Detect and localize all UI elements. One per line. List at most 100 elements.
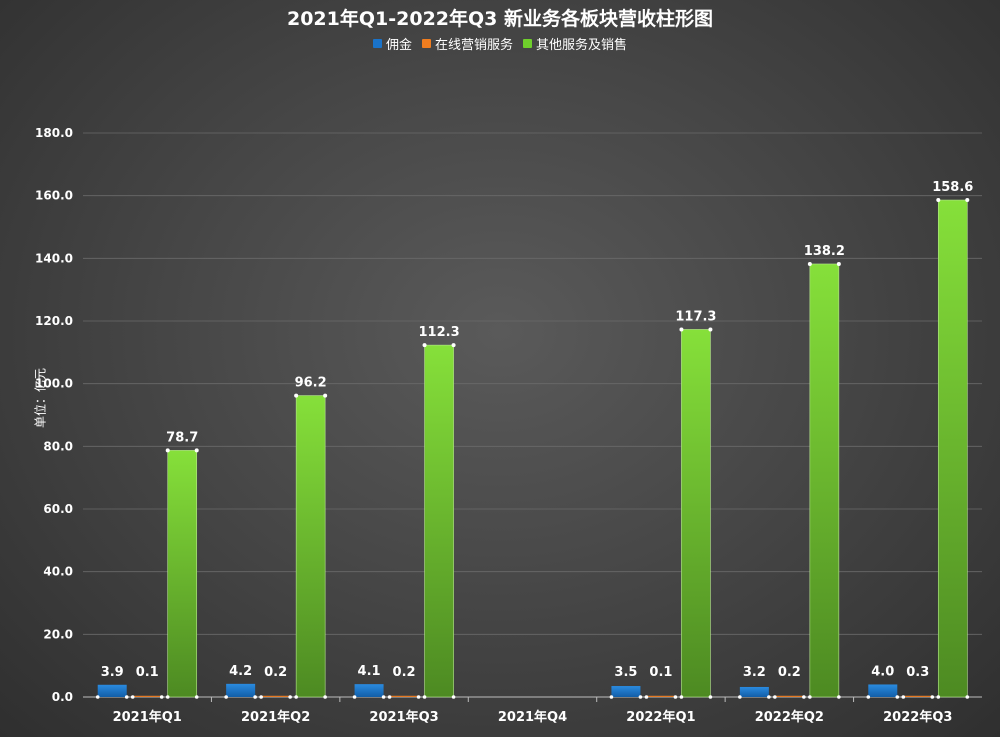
y-tick-label: 120.0 — [35, 314, 73, 328]
bar-base-dot — [673, 695, 678, 699]
bar — [354, 684, 384, 697]
data-label: 0.1 — [649, 665, 672, 680]
bar-base-dot — [124, 695, 129, 699]
bar — [868, 684, 898, 697]
bar-base-dot — [95, 695, 100, 699]
bar-base-dot — [259, 695, 263, 699]
bar-corner-dot — [708, 327, 713, 332]
data-labels: 3.9 4.2 4.1 3.5 3.2 4.0 0.1 0.2 0.2 0.1 0.2 0.3 78.7… — [101, 180, 974, 680]
legend-swatch-commission — [372, 39, 382, 48]
bar-base-dot — [644, 695, 649, 699]
data-label: 0.2 — [393, 665, 416, 680]
bar — [424, 344, 454, 698]
bar-base-dot — [422, 695, 427, 699]
y-tick-label: 20.0 — [43, 627, 73, 641]
bar-base-dot — [381, 695, 386, 699]
bar-base-dot — [387, 695, 392, 699]
bar-corner-dot — [836, 261, 841, 266]
bar-base-dot — [965, 695, 970, 699]
bar-base-dot — [936, 695, 941, 699]
bar-base-dot — [451, 695, 456, 699]
bar-base-dot — [638, 695, 643, 699]
data-label: 117.3 — [675, 309, 716, 324]
bar-base-dot — [767, 695, 771, 699]
x-tick-label: 2022年Q3 — [883, 709, 952, 725]
bar-corner-dot — [194, 448, 199, 453]
bar-corner-dot — [165, 448, 170, 453]
bar — [97, 684, 127, 697]
bar-base-dot — [679, 695, 684, 699]
data-label: 0.2 — [264, 665, 287, 680]
bar-base-dot — [288, 695, 292, 699]
bar — [937, 199, 968, 698]
y-tick-label: 40.0 — [43, 565, 73, 579]
bar — [739, 686, 769, 697]
bar-corner-dot — [936, 198, 941, 203]
data-label: 0.3 — [906, 665, 929, 680]
legend-label-online-marketing: 在线营销服务 — [434, 38, 513, 53]
bar-corner-dot — [422, 343, 427, 348]
bar-base-dot — [253, 695, 257, 699]
bar-base-dot — [895, 695, 900, 699]
bar — [261, 695, 291, 697]
bar-corner-dot — [294, 393, 299, 398]
x-tick-label: 2021年Q2 — [241, 709, 310, 725]
bar-base-dot — [609, 695, 614, 699]
bar — [132, 695, 162, 697]
bar-base-dot — [352, 695, 357, 699]
data-label: 3.5 — [614, 665, 637, 680]
x-tick-label: 2022年Q2 — [755, 709, 824, 725]
bar — [167, 450, 198, 698]
data-label: 0.2 — [778, 665, 801, 680]
bar-base-dot — [194, 695, 199, 699]
data-label: 138.2 — [804, 244, 845, 259]
bar — [903, 695, 933, 697]
y-tick-label: 0.0 — [52, 690, 73, 704]
data-label: 78.7 — [166, 430, 198, 445]
bar-base-dot — [901, 695, 906, 699]
bar-corner-dot — [679, 327, 684, 332]
legend-item-online-marketing[interactable]: 在线营销服务 — [421, 34, 513, 53]
bar-base-dot — [837, 695, 841, 699]
chart-title: 2021年Q1-2022年Q3 新业务各板块营收柱形图 — [286, 8, 713, 30]
data-label: 4.2 — [229, 664, 252, 679]
bar-base-dot — [294, 695, 298, 699]
bar-base-dot — [224, 695, 228, 699]
bar-base-dot — [866, 695, 871, 699]
legend-item-other-services[interactable]: 其他服务及销售 — [523, 34, 627, 53]
bar-base-dot — [808, 695, 812, 699]
bar — [681, 329, 711, 698]
bar-base-dot — [708, 695, 713, 699]
bar-base-dot — [159, 695, 164, 699]
bar-corner-dot — [451, 343, 456, 348]
data-label: 0.1 — [136, 665, 159, 680]
legend-item-commission[interactable]: 佣金 — [372, 34, 412, 53]
y-tick-label: 160.0 — [35, 189, 73, 203]
bar-base-dot — [802, 695, 806, 699]
data-label: 4.1 — [358, 664, 381, 679]
grid-lines — [83, 132, 982, 635]
legend-label-other-services: 其他服务及销售 — [536, 38, 628, 53]
bar — [774, 695, 804, 697]
bar-corner-dot — [323, 393, 328, 398]
bar — [809, 263, 840, 698]
y-tick-label: 80.0 — [43, 439, 73, 453]
bar — [611, 686, 641, 697]
data-label: 3.9 — [101, 665, 124, 680]
bar — [295, 395, 326, 698]
data-label: 112.3 — [419, 325, 460, 340]
bar — [226, 683, 256, 697]
y-tick-label: 100.0 — [35, 377, 73, 391]
bars — [95, 198, 970, 699]
x-tick-label: 2021年Q4 — [498, 709, 567, 725]
data-label: 4.0 — [871, 664, 894, 679]
legend-label-commission: 佣金 — [385, 38, 412, 53]
bar-corner-dot — [807, 261, 812, 266]
bar-corner-dot — [965, 198, 970, 203]
y-tick-label: 60.0 — [43, 502, 73, 516]
x-tick-label: 2022年Q1 — [626, 709, 695, 725]
bar-base-dot — [773, 695, 777, 699]
bar-base-dot — [130, 695, 135, 699]
bar — [646, 695, 676, 697]
